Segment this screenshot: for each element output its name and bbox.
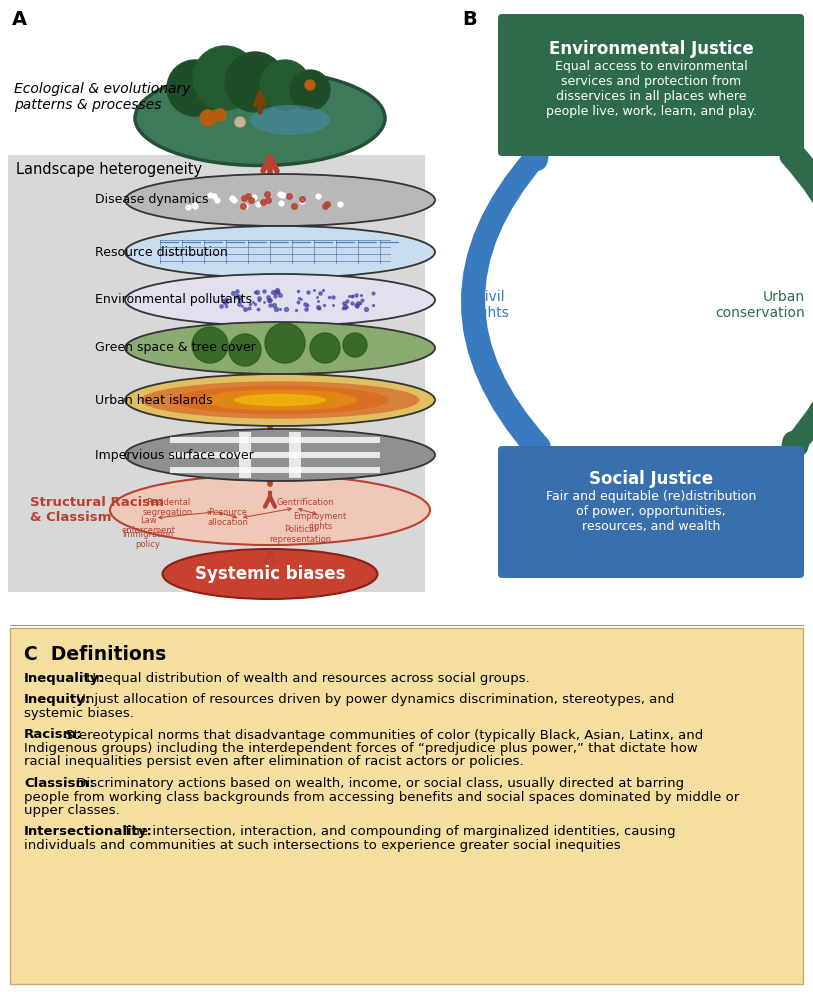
Text: Gentrification: Gentrification	[276, 498, 334, 507]
Circle shape	[225, 52, 285, 112]
Circle shape	[343, 333, 367, 357]
Circle shape	[193, 46, 257, 110]
Text: Unequal distribution of wealth and resources across social groups.: Unequal distribution of wealth and resou…	[82, 672, 530, 685]
Text: Environmental pollutants: Environmental pollutants	[95, 294, 252, 307]
Text: Indigenous groups) including the interdependent forces of “predjudice plus power: Indigenous groups) including the interde…	[24, 742, 698, 755]
Text: Landscape heterogeneity: Landscape heterogeneity	[16, 162, 202, 177]
Bar	[170, 437, 380, 443]
Ellipse shape	[125, 374, 435, 426]
Bar	[239, 432, 251, 478]
Text: Unjust allocation of resources driven by power dynamics discrimination, stereoty: Unjust allocation of resources driven by…	[72, 693, 674, 706]
Text: upper classes.: upper classes.	[24, 804, 120, 817]
Circle shape	[167, 60, 223, 116]
Text: individuals and communities at such intersections to experience greater social i: individuals and communities at such inte…	[24, 839, 620, 852]
Text: racial inequalities persist even after elimination of racist actors or policies.: racial inequalities persist even after e…	[24, 756, 524, 769]
Circle shape	[200, 110, 216, 126]
Text: Resource
allocation: Resource allocation	[207, 508, 249, 528]
Circle shape	[235, 117, 245, 127]
Text: Disease dynamics: Disease dynamics	[95, 193, 208, 206]
Text: Fair and equitable (re)distribution
of power, opportunities,
resources, and weal: Fair and equitable (re)distribution of p…	[546, 490, 756, 533]
Text: Equal access to environmental
services and protection from
disservices in all pl: Equal access to environmental services a…	[546, 60, 756, 118]
Ellipse shape	[125, 429, 435, 481]
FancyBboxPatch shape	[498, 14, 804, 156]
Text: Immigration
policy: Immigration policy	[123, 530, 174, 550]
Circle shape	[305, 80, 315, 90]
Ellipse shape	[202, 390, 358, 411]
Text: Systemic biases: Systemic biases	[195, 565, 346, 583]
Ellipse shape	[125, 174, 435, 226]
Text: Resource distribution: Resource distribution	[95, 245, 228, 259]
Text: Urban
conservation: Urban conservation	[715, 290, 805, 320]
Ellipse shape	[163, 549, 377, 599]
Bar	[170, 467, 380, 473]
Ellipse shape	[233, 394, 327, 407]
Text: Environmental Justice: Environmental Justice	[549, 40, 754, 58]
Circle shape	[229, 334, 261, 366]
Ellipse shape	[125, 274, 435, 326]
Text: B: B	[462, 10, 476, 29]
Circle shape	[265, 323, 305, 363]
Text: A: A	[12, 10, 27, 29]
Text: Stereotypical norms that disadvantage communities of color (typically Black, Asi: Stereotypical norms that disadvantage co…	[61, 728, 703, 741]
Ellipse shape	[141, 381, 420, 419]
Text: Political
representation: Political representation	[269, 525, 331, 545]
Text: Classism:: Classism:	[24, 777, 94, 790]
Text: Inequality:: Inequality:	[24, 672, 105, 685]
Text: Urban heat islands: Urban heat islands	[95, 394, 213, 407]
Text: people from working class backgrounds from accessing benefits and social spaces : people from working class backgrounds fr…	[24, 791, 739, 804]
Text: Social Justice: Social Justice	[589, 470, 713, 488]
Ellipse shape	[125, 322, 435, 374]
Text: Residental
segregation: Residental segregation	[143, 498, 193, 518]
Circle shape	[290, 70, 330, 110]
Text: Law
enforcement: Law enforcement	[121, 516, 175, 536]
Text: Ecological & evolutionary
patterns & processes: Ecological & evolutionary patterns & pro…	[14, 82, 190, 112]
Ellipse shape	[125, 226, 435, 278]
Ellipse shape	[250, 105, 330, 135]
Text: systemic biases.: systemic biases.	[24, 707, 134, 720]
Text: Impervious surface cover: Impervious surface cover	[95, 448, 254, 461]
Bar	[289, 432, 301, 478]
Text: The intersection, interaction, and compounding of marginalized identities, causi: The intersection, interaction, and compo…	[120, 825, 676, 838]
Bar	[10, 628, 803, 984]
Bar	[8, 155, 425, 592]
Text: Structural Racism
& Classism: Structural Racism & Classism	[30, 496, 164, 524]
Text: Employment
rights: Employment rights	[293, 512, 346, 532]
Text: Discriminatory actions based on wealth, income, or social class, usually directe: Discriminatory actions based on wealth, …	[72, 777, 684, 790]
Text: Intersectionality:: Intersectionality:	[24, 825, 153, 838]
Text: C  Definitions: C Definitions	[24, 645, 166, 664]
Circle shape	[214, 109, 226, 121]
Text: Racism:: Racism:	[24, 728, 83, 741]
Text: Civil
rights: Civil rights	[470, 290, 510, 320]
Text: Inequity:: Inequity:	[24, 693, 91, 706]
FancyBboxPatch shape	[498, 446, 804, 578]
Bar	[170, 452, 380, 458]
Circle shape	[192, 327, 228, 363]
Circle shape	[260, 60, 310, 110]
Text: Green space & tree cover: Green space & tree cover	[95, 341, 256, 354]
Ellipse shape	[172, 386, 389, 415]
Circle shape	[310, 333, 340, 363]
Ellipse shape	[135, 70, 385, 166]
Ellipse shape	[110, 475, 430, 545]
